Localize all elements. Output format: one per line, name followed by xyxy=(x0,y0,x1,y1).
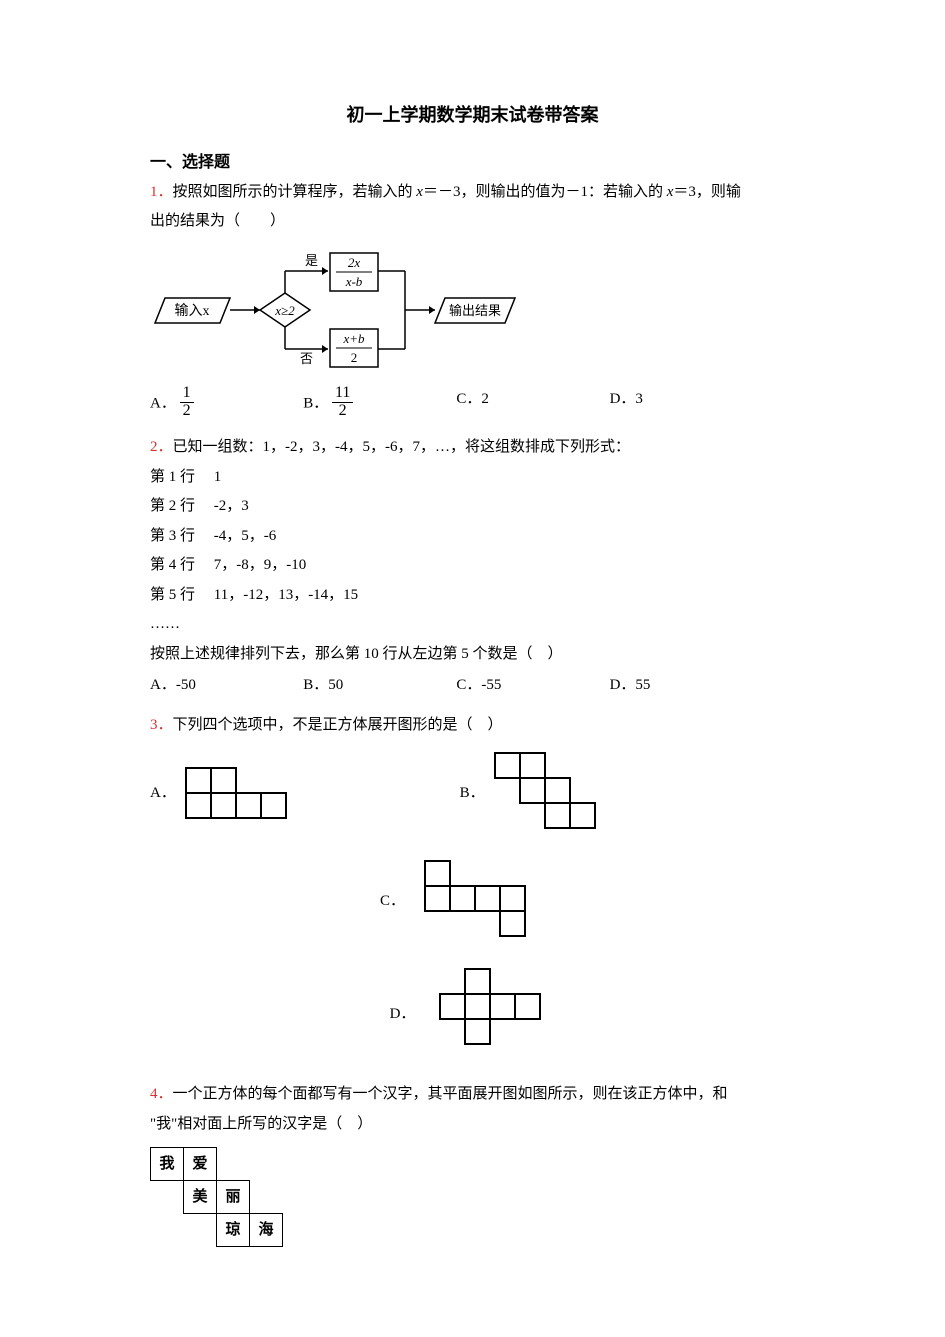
q1-x1: x xyxy=(416,184,423,200)
net-cell-mei: 美 xyxy=(184,1181,217,1214)
q1-options: A． 12 B． 112 C．2 D．3 xyxy=(150,387,763,422)
q2-row5: 第 5 行 11，-12，13，-14，15 xyxy=(150,583,795,609)
q4-text1: 一个正方体的每个面都写有一个汉字，其平面展开图如图所示，则在该正方体中，和 xyxy=(173,1086,728,1102)
q2-text: 已知一组数：1，-2，3，-4，5，-6，7，…，将这组数排成下列形式： xyxy=(173,439,631,455)
q3-opt-c-label: C． xyxy=(380,889,405,915)
q3-opt-a-label: A． xyxy=(150,781,176,807)
frac-den: 2 xyxy=(180,403,194,420)
q2-number: 2． xyxy=(150,439,173,455)
q3-opt-b-label: B． xyxy=(460,781,485,807)
q2-ask: 按照上述规律排列下去，那么第 10 行从左边第 5 个数是（ ） xyxy=(150,642,795,668)
q2-opt-d: D．55 xyxy=(610,673,763,699)
q1-text-c: ＝3，则输 xyxy=(673,184,741,200)
q3-number: 3． xyxy=(150,717,173,733)
q1-opt-d: D．3 xyxy=(610,387,763,422)
page-content: 初一上学期数学期末试卷带答案 一、选择题 1．按照如图所示的计算程序，若输入的 … xyxy=(0,0,945,1317)
q2-row1: 第 1 行 1 xyxy=(150,465,795,491)
diagram-bot-den: 2 xyxy=(351,350,358,365)
q4-line1: 4．一个正方体的每个面都写有一个汉字，其平面展开图如图所示，则在该正方体中，和 xyxy=(150,1082,795,1108)
diagram-output-text: 输出结果 xyxy=(449,303,501,318)
diagram-no-label: 否 xyxy=(300,351,313,366)
q4-net: 我 爱 美 丽 琼 海 xyxy=(150,1147,795,1247)
q2-row2: 第 2 行 -2，3 xyxy=(150,494,795,520)
section-1-header: 一、选择题 xyxy=(150,149,795,176)
q1-opt-c: C．2 xyxy=(456,387,609,422)
q2-line: 2．已知一组数：1，-2，3，-4，5，-6，7，…，将这组数排成下列形式： xyxy=(150,435,795,461)
diagram-top-den: x-b xyxy=(345,274,363,289)
q1-opt-b: B． 112 xyxy=(303,387,456,422)
net-cell-qiong: 琼 xyxy=(217,1214,250,1247)
q2-opt-b: B．50 xyxy=(303,673,456,699)
q1-opt-a-frac: 12 xyxy=(180,385,194,420)
q1-opt-b-label: B． xyxy=(303,396,328,412)
frac-num: 11 xyxy=(332,385,353,403)
page-title: 初一上学期数学期末试卷带答案 xyxy=(150,100,795,131)
net-cell-li: 丽 xyxy=(217,1181,250,1214)
q2-options: A．-50 B．50 C．-55 D．55 xyxy=(150,673,763,699)
q4-number: 4． xyxy=(150,1086,173,1102)
q1-opt-a-label: A． xyxy=(150,396,176,412)
q2-opt-a: A．-50 xyxy=(150,673,303,699)
net-cell-ai: 爱 xyxy=(184,1148,217,1181)
frac-den: 2 xyxy=(332,403,353,420)
q1-line2: 出的结果为（ ） xyxy=(150,209,795,235)
q3-line: 3．下列四个选项中，不是正方体展开图形的是（ ） xyxy=(150,713,795,739)
q1-text-b: ＝－3，则输出的值为－1：若输入的 xyxy=(423,184,667,200)
frac-num: 1 xyxy=(180,385,194,403)
q3-options: A． B． C． xyxy=(150,748,795,1064)
q1-number: 1． xyxy=(150,184,173,200)
q2-dots: …… xyxy=(150,612,795,638)
diagram-input-text: 输入x xyxy=(175,303,210,319)
q2-row3: 第 3 行 -4，5，-6 xyxy=(150,524,795,550)
diagram-top-num: 2x xyxy=(348,255,361,270)
q3-net-c xyxy=(415,856,565,946)
q1-diagram: 输入x x≥2 是 2x x-b 否 x+b 2 xyxy=(150,243,795,373)
diagram-yes-label: 是 xyxy=(305,253,318,268)
q1-opt-a: A． 12 xyxy=(150,387,303,422)
q4-line2: "我"相对面上所写的汉字是（ ） xyxy=(150,1112,795,1138)
q1-line1: 1．按照如图所示的计算程序，若输入的 x＝－3，则输出的值为－1：若输入的 x＝… xyxy=(150,180,795,206)
q3-net-d xyxy=(425,964,555,1064)
q2-opt-c: C．-55 xyxy=(456,673,609,699)
q2-row4: 第 4 行 7，-8，9，-10 xyxy=(150,553,795,579)
q3-opt-d-label: D． xyxy=(390,1002,416,1028)
q3-text: 下列四个选项中，不是正方体展开图形的是（ ） xyxy=(173,717,503,733)
q1-text-a: 按照如图所示的计算程序，若输入的 xyxy=(173,184,417,200)
diagram-cond-text: x≥2 xyxy=(274,303,295,318)
q1-opt-b-frac: 112 xyxy=(332,385,353,420)
q3-net-b xyxy=(485,748,645,838)
diagram-bot-num: x+b xyxy=(342,331,365,346)
net-cell-wo: 我 xyxy=(151,1148,184,1181)
net-cell-hai: 海 xyxy=(250,1214,283,1247)
q3-net-a xyxy=(176,763,316,823)
